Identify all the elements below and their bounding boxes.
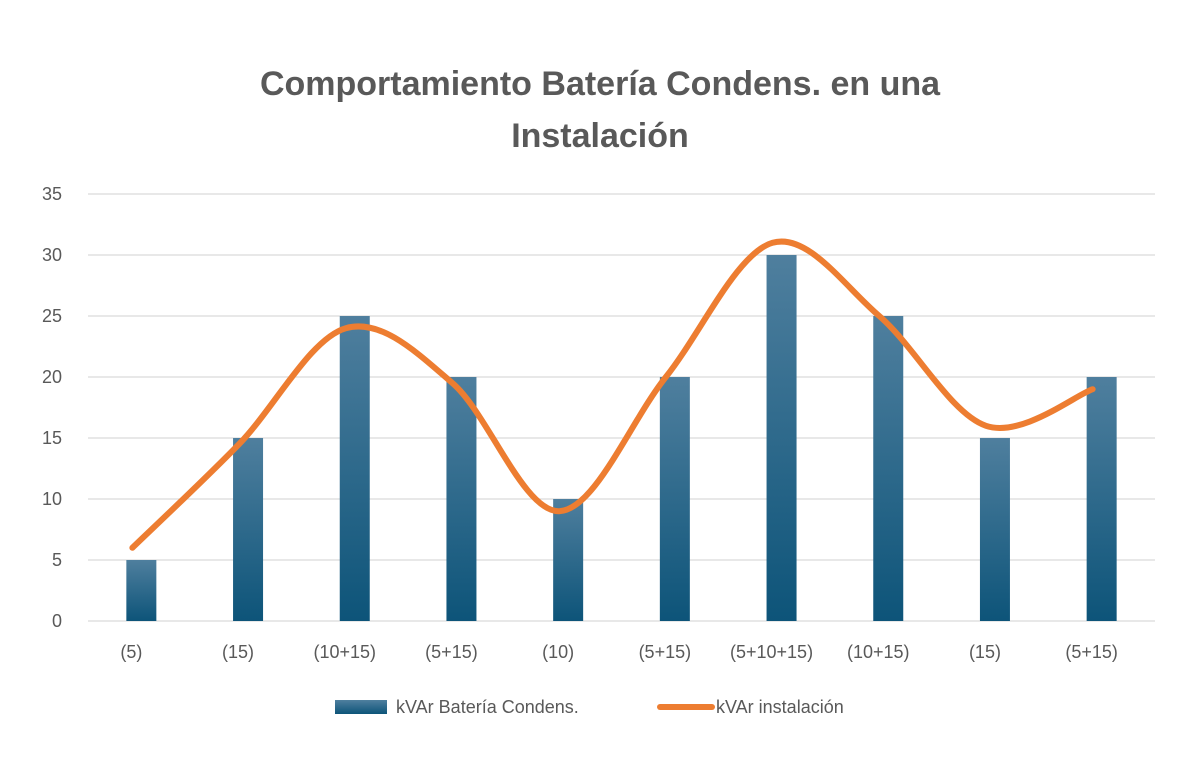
y-tick-label: 20	[42, 367, 62, 387]
y-tick-label: 30	[42, 245, 62, 265]
bar	[126, 560, 157, 621]
legend: kVAr Batería Condens. kVAr instalación	[335, 697, 844, 717]
x-tick-label: (15)	[222, 642, 254, 662]
bar	[233, 438, 264, 621]
x-tick-label: (5)	[120, 642, 142, 662]
bar	[339, 316, 370, 621]
bar	[659, 377, 690, 621]
legend-label-bar: kVAr Batería Condens.	[396, 697, 579, 717]
y-tick-label: 35	[42, 184, 62, 204]
gridlines	[88, 193, 1155, 622]
chart-title-line-1: Comportamiento Batería Condens. en una	[259, 65, 941, 103]
bar	[1086, 377, 1117, 621]
bar	[553, 499, 584, 621]
x-tick-label: (5+15)	[639, 642, 692, 662]
x-tick-label: (10+15)	[847, 642, 910, 662]
chart-title-line-2: Instalación	[511, 117, 689, 155]
x-tick-label: (5+10+15)	[730, 642, 813, 662]
y-axis-ticks: 0 5 10 15 20 25 30 35	[42, 184, 62, 631]
legend-label-line: kVAr instalación	[716, 697, 844, 717]
x-tick-label: (10)	[542, 642, 574, 662]
series-line	[129, 238, 1096, 551]
x-tick-label: (5+15)	[425, 642, 478, 662]
y-tick-label: 0	[52, 611, 62, 631]
bar-series	[126, 255, 1117, 621]
line-series	[129, 238, 1096, 551]
chart-title: Comportamiento Batería Condens. en una I…	[0, 58, 1200, 162]
y-tick-label: 10	[42, 489, 62, 509]
bar	[873, 316, 904, 621]
bar	[979, 438, 1010, 621]
bar	[766, 255, 797, 621]
x-tick-label: (5+15)	[1065, 642, 1118, 662]
y-tick-label: 15	[42, 428, 62, 448]
bar	[446, 377, 477, 621]
y-tick-label: 25	[42, 306, 62, 326]
x-axis-ticks: (5) (15) (10+15) (5+15) (10) (5+15) (5+10+15) (…	[120, 642, 1118, 662]
legend-swatch-bar	[335, 700, 387, 714]
x-tick-label: (10+15)	[313, 642, 376, 662]
y-tick-label: 5	[52, 550, 62, 570]
x-tick-label: (15)	[969, 642, 1001, 662]
